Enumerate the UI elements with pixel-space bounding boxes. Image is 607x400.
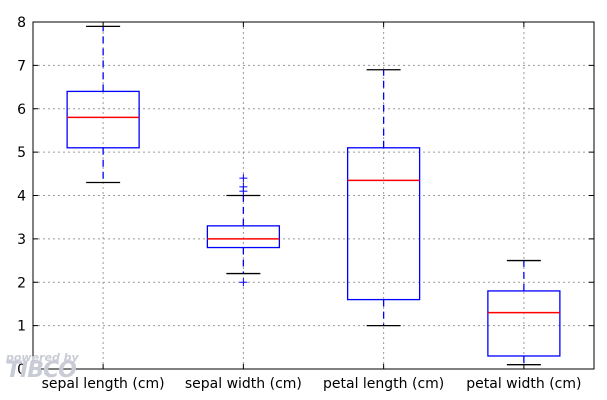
y-tick-labels: 0 1 2 3 4 5 6 7 8: [17, 15, 26, 378]
box-group: [66, 25, 140, 184]
grid-layer: [33, 21, 594, 370]
iqr-box: [346, 147, 421, 301]
y-tick-label: 2: [17, 275, 26, 291]
y-tick-label: 8: [17, 15, 26, 31]
box-group: [487, 259, 561, 366]
box-group: [346, 69, 421, 327]
iqr-box: [206, 225, 281, 249]
x-tick-label: sepal length (cm): [42, 376, 165, 392]
axes-frame: [32, 21, 595, 370]
y-tick-label: 4: [17, 189, 26, 205]
box-group: [206, 174, 281, 287]
y-tick-label: 5: [17, 145, 26, 161]
y-tick-label: 7: [17, 58, 26, 74]
x-tick-labels: sepal length (cm) sepal width (cm) petal l…: [42, 376, 582, 392]
y-tick-label: 3: [17, 232, 26, 248]
y-tick-label: 0: [17, 362, 26, 378]
x-tick-label: sepal width (cm): [185, 376, 302, 392]
watermark-line1: powered by: [6, 351, 79, 364]
y-tick-label: 1: [17, 319, 26, 335]
boxes-layer: [66, 25, 561, 366]
iqr-box: [487, 290, 561, 357]
y-tick-label: 6: [17, 102, 26, 118]
iqr-box: [66, 90, 140, 149]
outlier-marker: [239, 278, 248, 287]
outlier-marker: [239, 182, 248, 191]
outlier-marker: [239, 174, 248, 183]
watermark-line2: TIBCO: [6, 358, 77, 383]
x-tick-label: petal length (cm): [323, 376, 444, 392]
watermark-logo: powered by TIBCO: [6, 352, 79, 382]
x-tick-label: petal width (cm): [466, 376, 581, 392]
